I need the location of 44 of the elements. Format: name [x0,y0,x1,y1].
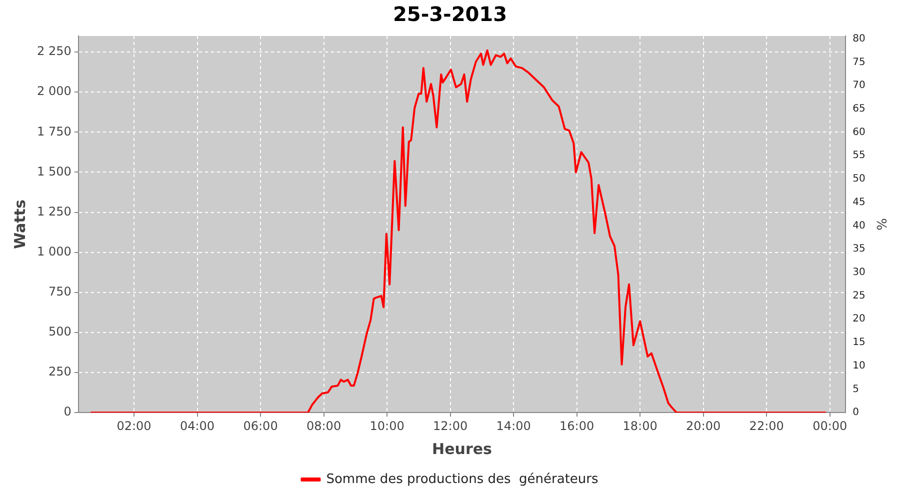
y2-tick-label: 55 [852,150,866,162]
x-tick-label: 22:00 [749,418,784,433]
y-tick-label: 750 [48,284,72,299]
y2-tick-label: 30 [852,267,866,278]
y-tick-label: 1 250 [36,204,72,218]
y-tick-label: 2 250 [36,44,72,58]
y2-tick-label: 40 [852,220,866,232]
chart-title: 25-3-2013 [392,2,508,26]
x-axis-title: Heures [432,440,492,458]
y2-tick-label: 25 [852,290,866,302]
y2-tick-label: 20 [852,314,866,325]
x-tick-label: 02:00 [116,418,152,433]
x-tick-label: 18:00 [622,418,658,433]
y2-tick-label: 75 [852,56,866,68]
y2-tick-label: 45 [852,196,866,208]
y2-tick-label: 15 [852,337,866,348]
y-axis-title: Watts [10,200,29,250]
y2-axis-title: % [872,218,888,230]
y-tick-label: 500 [48,324,72,339]
y-tick-label: 1 750 [36,124,72,138]
y2-tick-label: 35 [852,244,866,255]
y2-tick-label: 5 [852,384,860,395]
x-tick-label: 06:00 [243,418,278,433]
x-tick-label: 10:00 [370,418,404,433]
x-tick-label: 04:00 [180,418,215,433]
x-tick-label: 00:00 [812,418,848,433]
y-tick-label: 1 000 [36,244,72,258]
x-tick-label: 20:00 [686,418,721,433]
x-tick-label: 16:00 [560,418,594,433]
y2-tick-label: 0 [852,407,860,418]
y2-tick-label: 65 [852,103,866,114]
y-tick-label: 1 500 [36,164,72,178]
y2-tick-label: 80 [852,33,866,44]
x-tick-label: 08:00 [306,418,342,433]
x-tick-label: 12:00 [433,418,468,433]
y-tick-label: 0 [64,404,72,419]
legend-label: Somme des productions des générateurs [326,472,599,487]
y2-tick-label: 60 [852,126,866,138]
y2-tick-label: 50 [852,174,866,185]
y-tick-label: 250 [48,364,72,379]
y2-tick-label: 70 [852,80,866,92]
x-tick-label: 14:00 [496,418,531,433]
y2-tick-label: 10 [852,360,866,372]
y-tick-label: 2 000 [36,84,72,98]
